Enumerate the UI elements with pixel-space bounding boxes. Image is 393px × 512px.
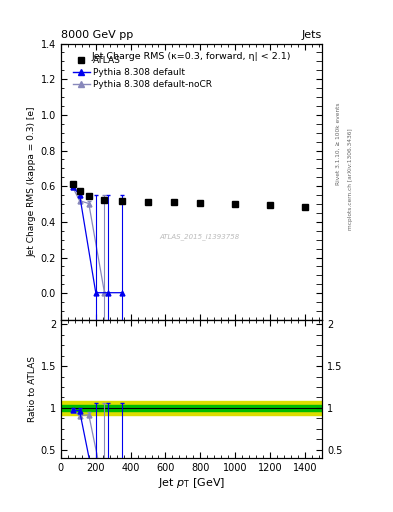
Text: mcplots.cern.ch [arXiv:1306.3436]: mcplots.cern.ch [arXiv:1306.3436]: [348, 129, 353, 230]
X-axis label: Jet $p_\mathrm{T}$ [GeV]: Jet $p_\mathrm{T}$ [GeV]: [158, 476, 225, 490]
Text: Jet Charge RMS (κ=0.3, forward, η| < 2.1): Jet Charge RMS (κ=0.3, forward, η| < 2.1…: [92, 52, 291, 61]
Legend: ATLAS, Pythia 8.308 default, Pythia 8.308 default-noCR: ATLAS, Pythia 8.308 default, Pythia 8.30…: [73, 56, 212, 89]
Text: ATLAS_2015_I1393758: ATLAS_2015_I1393758: [159, 233, 240, 241]
Y-axis label: Jet Charge RMS (kappa = 0.3) [e]: Jet Charge RMS (kappa = 0.3) [e]: [28, 106, 37, 257]
Text: Rivet 3.1.10, ≥ 100k events: Rivet 3.1.10, ≥ 100k events: [336, 102, 341, 185]
Text: 8000 GeV pp: 8000 GeV pp: [61, 30, 133, 40]
Text: Jets: Jets: [302, 30, 322, 40]
Y-axis label: Ratio to ATLAS: Ratio to ATLAS: [28, 356, 37, 422]
